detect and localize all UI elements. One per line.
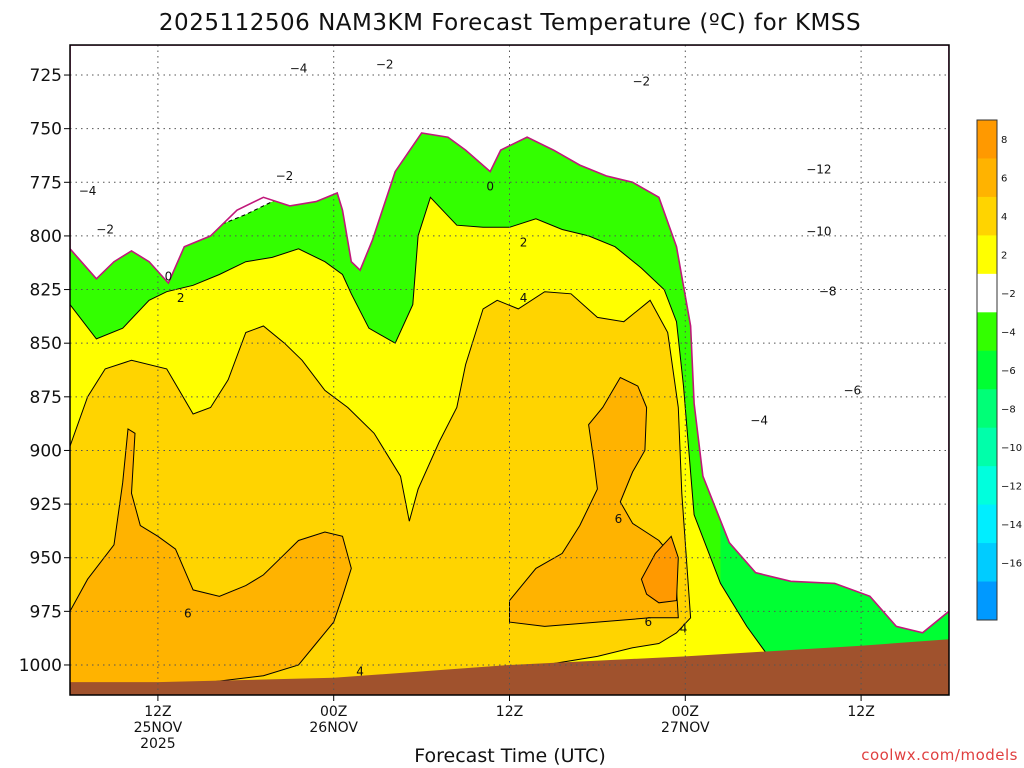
contour-label: −2 (96, 222, 114, 236)
x-tick-label: 27NOV (661, 720, 710, 736)
contour-label: −8 (819, 285, 837, 299)
colorbar-bin (977, 235, 997, 275)
colorbar-label: 8 (1001, 135, 1007, 146)
contour-label: 6 (615, 512, 623, 526)
contour-label: −2 (276, 169, 294, 183)
contour-6-c-late (509, 376, 679, 627)
x-tick-label: 12Z (496, 704, 523, 720)
colorbar-label: −6 (1001, 366, 1016, 377)
colorbar-bin (977, 120, 997, 159)
contour-label: −4 (750, 413, 768, 427)
colorbar-bin (977, 312, 997, 352)
y-tick-label: 775 (30, 173, 62, 193)
contour-label: 4 (520, 291, 528, 305)
y-tick-label: 825 (30, 281, 62, 301)
contour-label: 2 (520, 235, 528, 249)
y-tick-label: 800 (30, 227, 62, 247)
x-tick-label: 00Z (320, 704, 347, 720)
y-tick-label: 725 (30, 66, 62, 86)
contour-0-c (70, 45, 949, 634)
contour-label: 0 (165, 270, 173, 284)
contour-label: 6 (645, 615, 653, 629)
colorbar-bin (977, 350, 997, 390)
colorbar-bin (977, 196, 997, 236)
colorbar-bin (977, 581, 997, 621)
x-tick-label: 12Z (144, 704, 171, 720)
colorbar-bin (977, 504, 997, 544)
colorbar-label: −16 (1001, 558, 1022, 569)
colorbar-label: −14 (1001, 520, 1022, 531)
colorbar-bin (977, 543, 997, 583)
x-tick-label: 25NOV (134, 720, 183, 736)
contour-label: 0 (486, 180, 494, 194)
x-axis-label: Forecast Time (UTC) (414, 745, 605, 767)
colorbar-bin (977, 273, 997, 313)
x-tick-label: 00Z (672, 704, 699, 720)
y-tick-label: 1000 (19, 656, 62, 676)
colorbar-bin (977, 427, 997, 467)
x-tick-label: 12Z (847, 704, 874, 720)
y-tick-label: 950 (30, 549, 62, 569)
contour-label: 4 (680, 621, 688, 635)
y-tick-label: 975 (30, 602, 62, 622)
y-tick-label: 875 (30, 388, 62, 408)
colorbar-bin (977, 158, 997, 198)
credit-text: coolwx.com/models (861, 746, 1018, 764)
y-tick-label: 850 (30, 334, 62, 354)
contour-label: −2 (632, 74, 650, 88)
contour-6-c (70, 428, 352, 687)
colorbar: 8 6 4 2 −2 −4 −6 −8 −10 −12 −14 −16 (976, 119, 1022, 621)
x-tick-label: 26NOV (309, 720, 358, 736)
colorbar-label: 2 (1001, 251, 1007, 262)
contour-label: −4 (79, 184, 97, 198)
colorbar-label: −12 (1001, 481, 1022, 492)
y-tick-label: 900 (30, 441, 62, 461)
x-tick-label: 2025 (140, 736, 176, 752)
y-axis: 725 750 775 800 825 850 875 900 925 950 975 1000 (19, 66, 70, 676)
y-tick-label: 750 (30, 120, 62, 140)
contour-label: −10 (806, 225, 831, 239)
contour-label: 6 (184, 606, 192, 620)
colorbar-label: 4 (1001, 212, 1007, 223)
contour-label: −2 (376, 57, 394, 71)
contour-label: 2 (177, 291, 185, 305)
contour-label: −4 (290, 62, 308, 76)
colorbar-label: −10 (1001, 443, 1022, 454)
colorbar-label: 6 (1001, 174, 1007, 185)
contour-label: −6 (843, 383, 861, 397)
colorbar-bin (977, 389, 997, 429)
contour-8-c (640, 535, 679, 604)
contour-label: −12 (806, 162, 831, 176)
contour-label: 4 (356, 664, 364, 678)
chart-title: 2025112506 NAM3KM Forecast Temperature (… (159, 10, 861, 36)
y-tick-label: 925 (30, 495, 62, 515)
colorbar-bin (977, 466, 997, 506)
colorbar-label: −4 (1001, 328, 1016, 339)
colorbar-label: −8 (1001, 404, 1016, 415)
colorbar-frame (976, 119, 998, 621)
colorbar-label: −2 (1001, 289, 1016, 300)
